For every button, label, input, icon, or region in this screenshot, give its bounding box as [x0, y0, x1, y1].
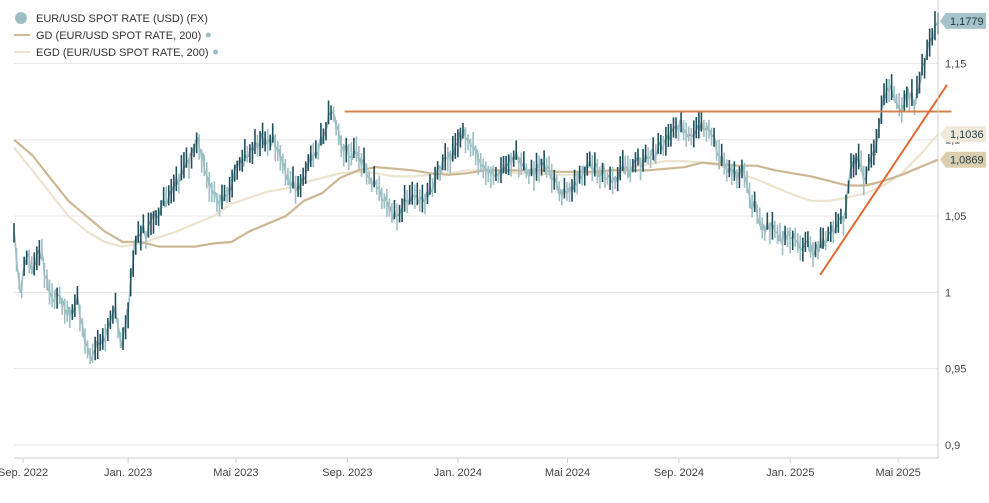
series-line-1: [13, 138, 939, 248]
x-tick-label: Sep. 2023: [322, 467, 372, 479]
x-tick-label: Mai 2024: [545, 467, 590, 479]
series-line-2: [13, 133, 939, 248]
x-tick-label: Mai 2025: [876, 467, 921, 479]
trend-line: [819, 84, 948, 276]
value-badge-bg: [940, 151, 986, 168]
y-tick-label: 0,95: [945, 364, 966, 376]
y-tick-label: 1,15: [945, 58, 966, 70]
value-badge: 1,0869: [940, 151, 986, 168]
y-tick-label: 1,05: [945, 211, 966, 223]
price-line: [13, 20, 939, 361]
value-badge-bg: [940, 12, 986, 29]
y-tick-label: 1: [945, 287, 951, 299]
legend-label: EGD (EUR/USD SPOT RATE, 200): [36, 47, 209, 59]
value-badge: 1,1779: [940, 12, 986, 29]
legend-label: GD (EUR/USD SPOT RATE, 200): [36, 30, 201, 42]
value-badges: 1,1779 1,1036 1,0869: [940, 12, 986, 168]
value-badge-label: 1,1036: [950, 129, 984, 141]
value-badge: 1,1036: [940, 126, 986, 143]
x-tick-label: Jan. 2023: [104, 467, 152, 479]
legend: EUR/USD SPOT RATE (USD) (FX) GD (EUR/USD …: [14, 12, 219, 59]
x-tick-label: Mai 2023: [213, 467, 258, 479]
legend-label: EUR/USD SPOT RATE (USD) (FX): [36, 13, 208, 25]
x-tick-label: Sep. 2024: [654, 467, 704, 479]
value-badge-bg: [940, 126, 986, 143]
series-layer: [13, 11, 939, 364]
x-tick-label: Sep. 2022: [0, 467, 48, 479]
value-badge-label: 1,1779: [950, 16, 984, 28]
legend-dot: [213, 49, 219, 55]
y-tick-label: 0,9: [945, 440, 960, 452]
grid: [14, 62, 938, 446]
x-tick-label: Jan. 2024: [434, 467, 482, 479]
value-badge-label: 1,0869: [950, 155, 984, 167]
annotation-layer: [344, 84, 952, 276]
legend-marker-circle: [15, 12, 27, 24]
x-tick-label: Jan. 2025: [766, 467, 814, 479]
legend-dot: [205, 32, 211, 38]
